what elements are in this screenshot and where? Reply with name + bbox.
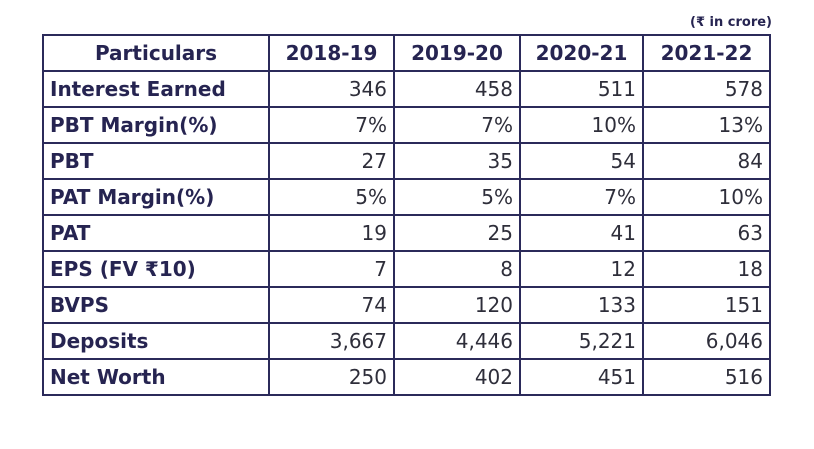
table-row: EPS (FV ₹10) 7 8 12 18 xyxy=(42,250,771,288)
table-cell: 19 xyxy=(268,214,395,252)
table-cell: 18 xyxy=(642,250,771,288)
table-row: PAT 19 25 41 63 xyxy=(42,214,771,252)
column-header-2020-21: 2020-21 xyxy=(519,34,644,72)
table-cell: 84 xyxy=(642,142,771,180)
column-header-2021-22: 2021-22 xyxy=(642,34,771,72)
table-cell: 35 xyxy=(393,142,521,180)
table-row: Interest Earned 346 458 511 578 xyxy=(42,70,771,108)
table-cell: 8 xyxy=(393,250,521,288)
table-header-row: Particulars 2018-19 2019-20 2020-21 2021… xyxy=(42,34,771,72)
table-row: PBT Margin(%) 7% 7% 10% 13% xyxy=(42,106,771,144)
table-cell: 451 xyxy=(519,358,644,396)
table-cell: 4,446 xyxy=(393,322,521,360)
table-cell: 74 xyxy=(268,286,395,324)
table-cell: 7% xyxy=(393,106,521,144)
table-cell: 3,667 xyxy=(268,322,395,360)
table-cell: 516 xyxy=(642,358,771,396)
row-label: Deposits xyxy=(42,322,270,360)
table-cell: 27 xyxy=(268,142,395,180)
table-cell: 10% xyxy=(519,106,644,144)
table-cell: 10% xyxy=(642,178,771,216)
table-row: BVPS 74 120 133 151 xyxy=(42,286,771,324)
table-cell: 458 xyxy=(393,70,521,108)
table-cell: 5% xyxy=(268,178,395,216)
table-cell: 578 xyxy=(642,70,771,108)
row-label: PBT xyxy=(42,142,270,180)
table-row: Deposits 3,667 4,446 5,221 6,046 xyxy=(42,322,771,360)
table-cell: 346 xyxy=(268,70,395,108)
table-cell: 250 xyxy=(268,358,395,396)
table-cell: 54 xyxy=(519,142,644,180)
table-cell: 5% xyxy=(393,178,521,216)
column-header-2019-20: 2019-20 xyxy=(393,34,521,72)
table-cell: 7 xyxy=(268,250,395,288)
row-label: PAT xyxy=(42,214,270,252)
column-header-2018-19: 2018-19 xyxy=(268,34,395,72)
table-cell: 511 xyxy=(519,70,644,108)
row-label: BVPS xyxy=(42,286,270,324)
table-cell: 133 xyxy=(519,286,644,324)
column-header-particulars: Particulars xyxy=(42,34,270,72)
row-label: Net Worth xyxy=(42,358,270,396)
row-label: PBT Margin(%) xyxy=(42,106,270,144)
table-row: PBT 27 35 54 84 xyxy=(42,142,771,180)
table-cell: 41 xyxy=(519,214,644,252)
table-cell: 25 xyxy=(393,214,521,252)
table-row: PAT Margin(%) 5% 5% 7% 10% xyxy=(42,178,771,216)
row-label: PAT Margin(%) xyxy=(42,178,270,216)
table-cell: 5,221 xyxy=(519,322,644,360)
table-cell: 13% xyxy=(642,106,771,144)
financial-table: Particulars 2018-19 2019-20 2020-21 2021… xyxy=(42,34,771,396)
row-label: EPS (FV ₹10) xyxy=(42,250,270,288)
table-cell: 402 xyxy=(393,358,521,396)
unit-note: (₹ in crore) xyxy=(690,15,772,30)
table-cell: 7% xyxy=(268,106,395,144)
table-cell: 6,046 xyxy=(642,322,771,360)
table-cell: 7% xyxy=(519,178,644,216)
table-cell: 120 xyxy=(393,286,521,324)
table-cell: 151 xyxy=(642,286,771,324)
table-cell: 63 xyxy=(642,214,771,252)
table-cell: 12 xyxy=(519,250,644,288)
table-row: Net Worth 250 402 451 516 xyxy=(42,358,771,396)
row-label: Interest Earned xyxy=(42,70,270,108)
